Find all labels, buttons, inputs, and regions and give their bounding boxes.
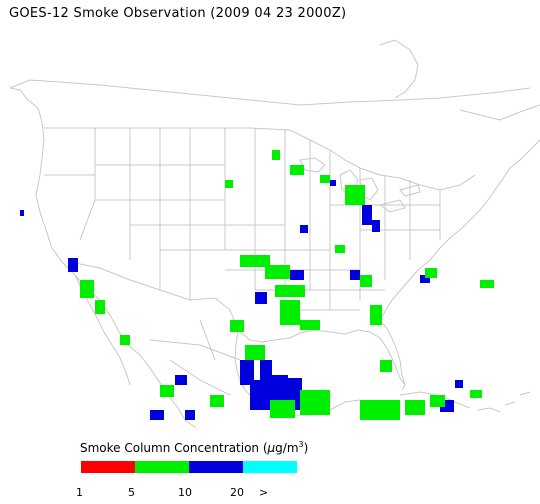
basemap-lines (9, 39, 540, 429)
smoke-patch (430, 395, 445, 407)
smoke-patch (345, 185, 365, 205)
legend-unit-text: g/m (275, 441, 299, 455)
smoke-patch (240, 255, 270, 267)
smoke-patch (68, 258, 78, 272)
smoke-patch (360, 400, 400, 420)
smoke-patch (95, 300, 105, 314)
smoke-patch (210, 395, 224, 407)
smoke-patch (265, 265, 290, 279)
florida (379, 319, 406, 391)
smoke-patch (160, 385, 174, 397)
smoke-patch (290, 270, 304, 280)
smoke-patch (175, 375, 187, 385)
smoke-patch (350, 270, 360, 280)
legend-title: Smoke Column Concentration (μg/m3) (80, 440, 308, 455)
smoke-layer-low (80, 150, 494, 420)
smoke-patch (240, 360, 254, 385)
smoke-patch (272, 150, 280, 160)
legend-swatch-1 (81, 461, 135, 473)
smoke-patch (260, 360, 272, 410)
smoke-patch (320, 175, 330, 183)
legend-unit-mu: μ (267, 441, 276, 455)
smoke-patch (370, 305, 382, 325)
smoke-patch (150, 410, 164, 420)
smoke-patch (300, 390, 330, 415)
state-lines (44, 128, 441, 311)
map-title: GOES-12 Smoke Observation (2009 04 23 20… (9, 6, 347, 21)
legend-swatch-2 (135, 461, 189, 473)
smoke-patch (300, 225, 308, 233)
smoke-patch (275, 285, 305, 297)
legend-tick-label: 10 (178, 486, 192, 499)
west-coast-outline (9, 87, 197, 429)
legend-tick-label: 1 (76, 486, 83, 499)
hudson-bay (379, 39, 419, 99)
smoke-patch (270, 400, 295, 418)
smoke-map (9, 39, 540, 429)
smoke-patch (480, 280, 494, 288)
smoke-patch (360, 275, 372, 287)
legend-swatch-4 (243, 461, 297, 473)
smoke-patch (230, 320, 244, 332)
smoke-patch (290, 165, 304, 175)
legend-title-close: ) (303, 441, 309, 455)
canada-arctic (9, 79, 531, 106)
smoke-patch (185, 410, 195, 420)
legend-swatch-3 (189, 461, 243, 473)
islands (477, 391, 531, 413)
smoke-patch (372, 220, 380, 232)
east-coast (379, 139, 540, 321)
smoke-patch (80, 280, 94, 298)
legend-unit-superscript: 3 (298, 440, 304, 449)
us-canada-border (44, 127, 476, 191)
smoke-patch (245, 345, 265, 360)
smoke-patch (420, 275, 430, 283)
labrador (459, 104, 540, 121)
gulf-coast (237, 329, 406, 386)
smoke-patch (335, 245, 345, 253)
smoke-patch (250, 380, 260, 410)
smoke-patch (255, 292, 267, 304)
legend-colorbar (81, 461, 297, 473)
legend-title-text: Smoke Column Concentration ( (80, 441, 268, 455)
smoke-patch (362, 205, 372, 225)
smoke-patch (330, 180, 336, 186)
smoke-patch (280, 300, 300, 325)
legend-tick-label: 20 (230, 486, 244, 499)
smoke-patch (425, 268, 437, 278)
smoke-patch (405, 400, 425, 415)
mexico-lines (149, 319, 241, 396)
smoke-layer-mid (20, 180, 463, 420)
smoke-patch (300, 320, 320, 330)
smoke-patch (120, 335, 130, 345)
smoke-patch (455, 380, 463, 388)
legend-tick-label: > (259, 486, 269, 499)
smoke-patch (470, 390, 482, 398)
smoke-patch (225, 180, 233, 188)
us-mexico-border (69, 261, 239, 331)
smoke-patch (20, 210, 24, 216)
legend-tick-label: 5 (128, 486, 135, 499)
smoke-patch (380, 360, 392, 372)
